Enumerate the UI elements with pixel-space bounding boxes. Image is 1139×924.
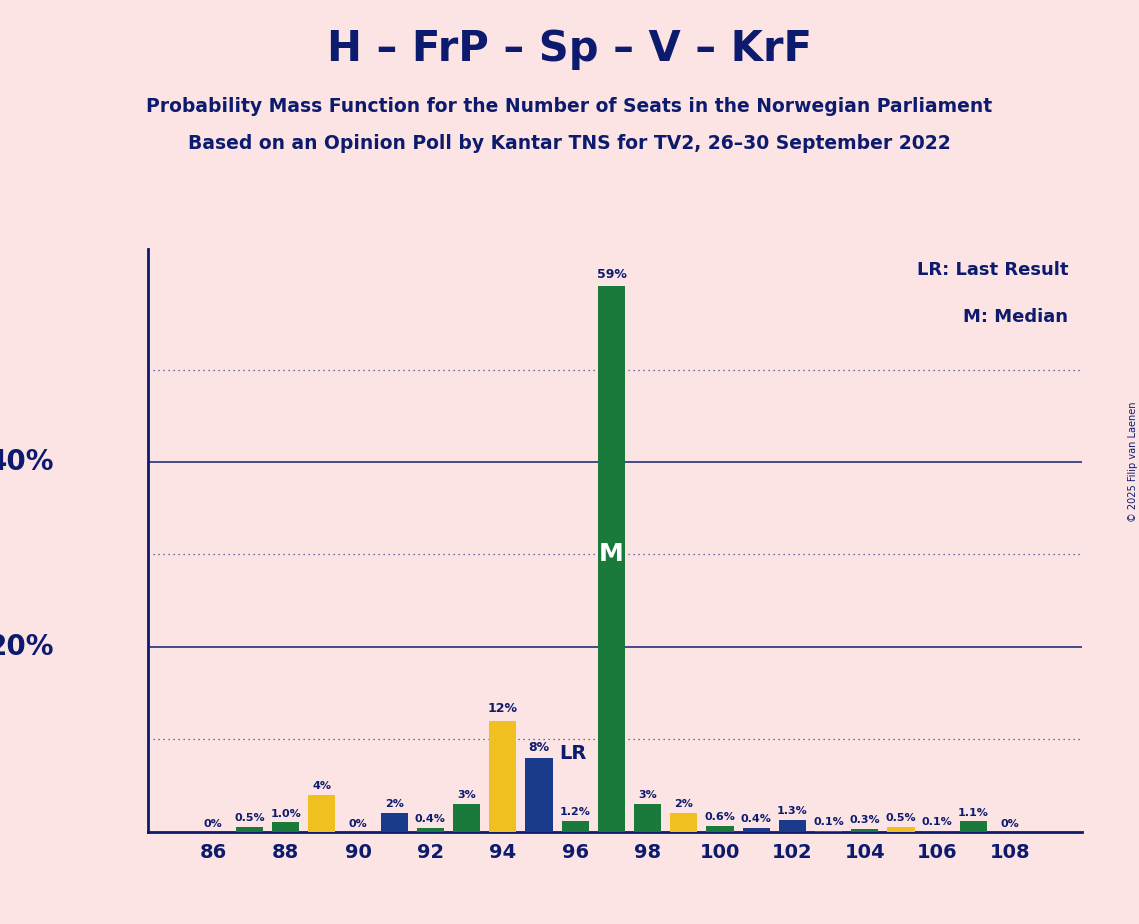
Text: 3%: 3% — [638, 790, 657, 800]
Text: Probability Mass Function for the Number of Seats in the Norwegian Parliament: Probability Mass Function for the Number… — [147, 97, 992, 116]
Text: M: Median: M: Median — [964, 308, 1068, 325]
Bar — [490, 721, 516, 832]
Bar — [236, 827, 263, 832]
Bar — [272, 822, 300, 832]
Text: 8%: 8% — [528, 741, 550, 754]
Text: 0.1%: 0.1% — [921, 817, 952, 827]
Text: 0.3%: 0.3% — [850, 815, 880, 825]
Bar — [670, 813, 697, 832]
Text: 1.2%: 1.2% — [559, 807, 591, 817]
Text: 0.5%: 0.5% — [235, 813, 264, 823]
Text: 0.5%: 0.5% — [886, 813, 917, 823]
Text: 0.4%: 0.4% — [415, 814, 445, 824]
Bar — [598, 286, 625, 832]
Text: 0%: 0% — [1000, 819, 1019, 829]
Bar — [309, 795, 335, 832]
Text: M: M — [599, 542, 624, 566]
Bar — [380, 813, 408, 832]
Text: 59%: 59% — [597, 268, 626, 281]
Text: 1.1%: 1.1% — [958, 808, 989, 818]
Text: © 2025 Filip van Laenen: © 2025 Filip van Laenen — [1129, 402, 1138, 522]
Text: LR: LR — [559, 744, 587, 762]
Bar — [634, 804, 662, 832]
Text: 1.3%: 1.3% — [777, 806, 808, 816]
Text: 0.4%: 0.4% — [740, 814, 772, 824]
Text: 0.1%: 0.1% — [813, 817, 844, 827]
Text: 0%: 0% — [349, 819, 368, 829]
Bar — [525, 758, 552, 832]
Text: 12%: 12% — [487, 702, 518, 715]
Bar — [706, 826, 734, 832]
Text: 1.0%: 1.0% — [270, 808, 301, 819]
Bar — [743, 828, 770, 832]
Bar — [779, 820, 806, 832]
Bar — [816, 831, 842, 832]
Text: 4%: 4% — [312, 781, 331, 791]
Bar — [960, 821, 988, 832]
Text: 20%: 20% — [0, 633, 55, 661]
Bar — [417, 828, 444, 832]
Text: 0%: 0% — [204, 819, 222, 829]
Bar — [453, 804, 481, 832]
Text: 2%: 2% — [385, 799, 403, 809]
Bar — [851, 829, 878, 832]
Text: LR: Last Result: LR: Last Result — [917, 261, 1068, 279]
Text: 0.6%: 0.6% — [705, 812, 736, 822]
Bar — [887, 827, 915, 832]
Text: 2%: 2% — [674, 799, 694, 809]
Text: 40%: 40% — [0, 448, 55, 476]
Text: Based on an Opinion Poll by Kantar TNS for TV2, 26–30 September 2022: Based on an Opinion Poll by Kantar TNS f… — [188, 134, 951, 153]
Text: 3%: 3% — [457, 790, 476, 800]
Text: H – FrP – Sp – V – KrF: H – FrP – Sp – V – KrF — [327, 28, 812, 69]
Bar — [562, 821, 589, 832]
Bar — [924, 831, 951, 832]
